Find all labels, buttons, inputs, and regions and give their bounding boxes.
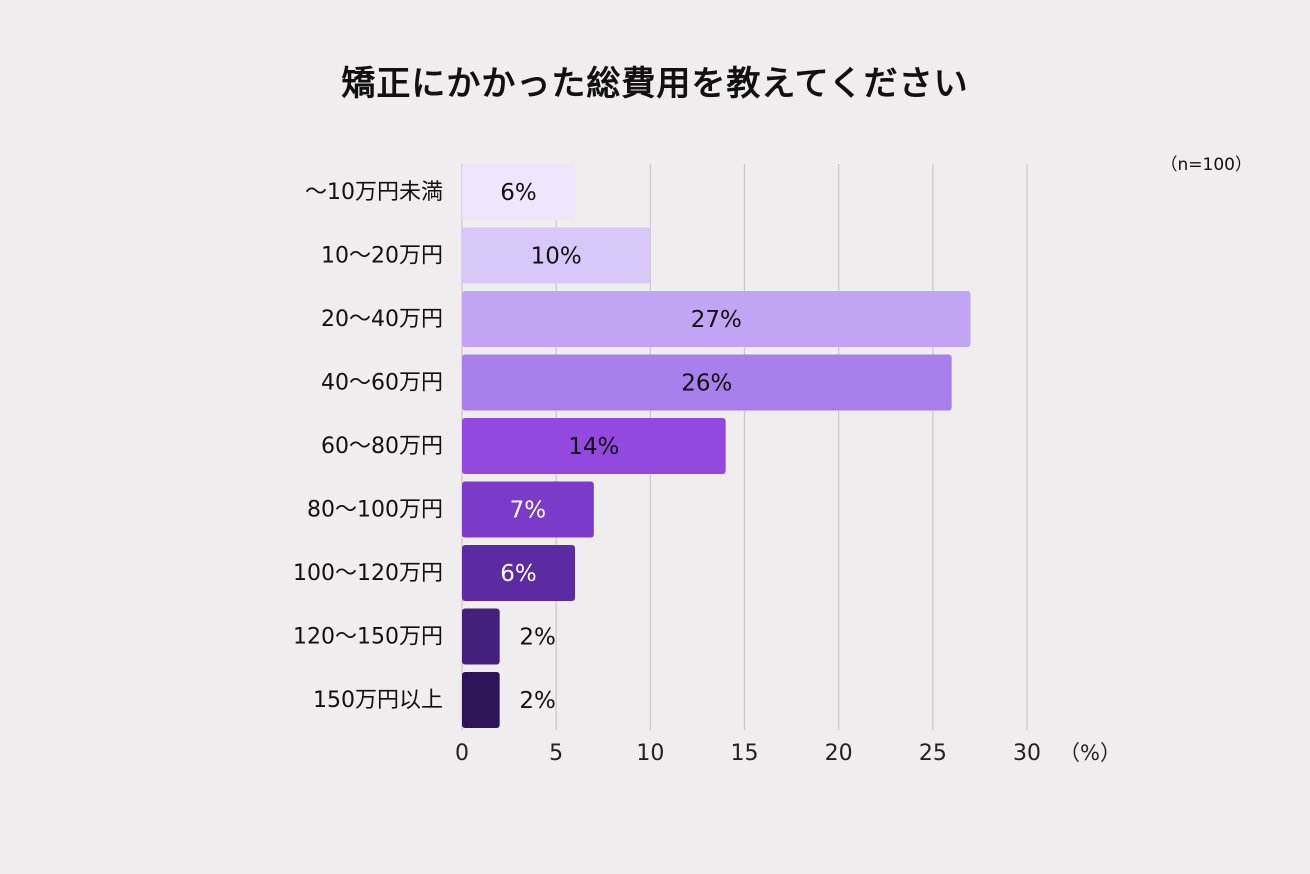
category-label: 100～120万円 — [293, 561, 443, 586]
category-label: 40～60万円 — [321, 371, 443, 396]
x-tick-label: 15 — [731, 741, 759, 766]
sample-size-note: （n=100） — [1160, 155, 1252, 175]
bar — [462, 164, 575, 220]
data-label: 6% — [500, 180, 537, 206]
data-label: 7% — [510, 498, 547, 524]
category-label: ～10万円未満 — [305, 180, 443, 205]
labels: 0 5 10 15 20 25 30 ～10万円未満 6% 10～20万円 10% 20～40万円 27… — [293, 180, 1041, 766]
x-tick-label: 0 — [455, 741, 469, 766]
bar — [462, 608, 500, 665]
data-label: 14% — [568, 434, 619, 460]
bar — [462, 481, 594, 538]
bar — [462, 545, 575, 601]
bars — [462, 164, 971, 728]
category-label: 60～80万円 — [321, 434, 443, 459]
category-label: 10～20万円 — [321, 244, 443, 269]
category-label: 120～150万円 — [293, 625, 443, 650]
bar — [462, 291, 971, 347]
x-tick-label: 30 — [1013, 741, 1041, 766]
category-label: 20～40万円 — [321, 307, 443, 332]
bar — [462, 227, 651, 284]
data-label: 26% — [681, 371, 732, 397]
bar — [462, 354, 952, 411]
x-tick-label: 25 — [919, 741, 947, 766]
category-label: 150万円以上 — [313, 688, 443, 713]
category-label: 80～100万円 — [307, 498, 443, 523]
x-tick-label: 5 — [549, 741, 563, 766]
x-tick-label: 10 — [636, 741, 664, 766]
data-label: 6% — [500, 561, 537, 587]
data-label: 27% — [691, 307, 742, 333]
chart-title: 矯正にかかった総費用を教えてください — [341, 64, 969, 104]
x-tick-label: 20 — [825, 741, 853, 766]
x-axis-unit-label: （%） — [1059, 741, 1121, 765]
data-label: 2% — [519, 688, 556, 714]
data-label: 10% — [531, 244, 582, 270]
bar — [462, 418, 726, 474]
bar — [462, 672, 500, 728]
data-label: 2% — [519, 625, 556, 651]
